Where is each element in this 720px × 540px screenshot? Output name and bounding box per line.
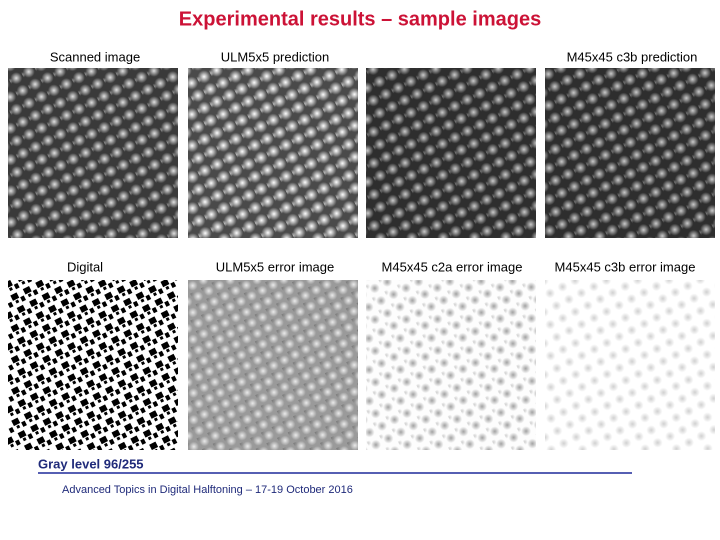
slide-title: Experimental results – sample images [179, 8, 541, 30]
image-label: M45x45 c2a error image [382, 259, 523, 274]
caption: Gray level 96/255 [38, 456, 144, 471]
image-label: Scanned image [50, 49, 140, 64]
image-grid [8, 68, 715, 450]
image [188, 280, 358, 450]
image-label: M45x45 c3b prediction [567, 49, 698, 64]
image-label: Digital [67, 259, 103, 274]
image-label: ULM5x5 error image [216, 259, 335, 274]
image [8, 68, 178, 238]
footer: Advanced Topics in Digital Halftoning – … [62, 484, 353, 496]
image-label: ULM5x5 prediction [221, 49, 329, 64]
image-label: M45x45 c3b error image [555, 259, 696, 274]
image [8, 280, 178, 450]
image [545, 68, 715, 238]
image [545, 280, 715, 450]
image [366, 280, 536, 450]
image [188, 68, 358, 238]
image [366, 68, 536, 238]
